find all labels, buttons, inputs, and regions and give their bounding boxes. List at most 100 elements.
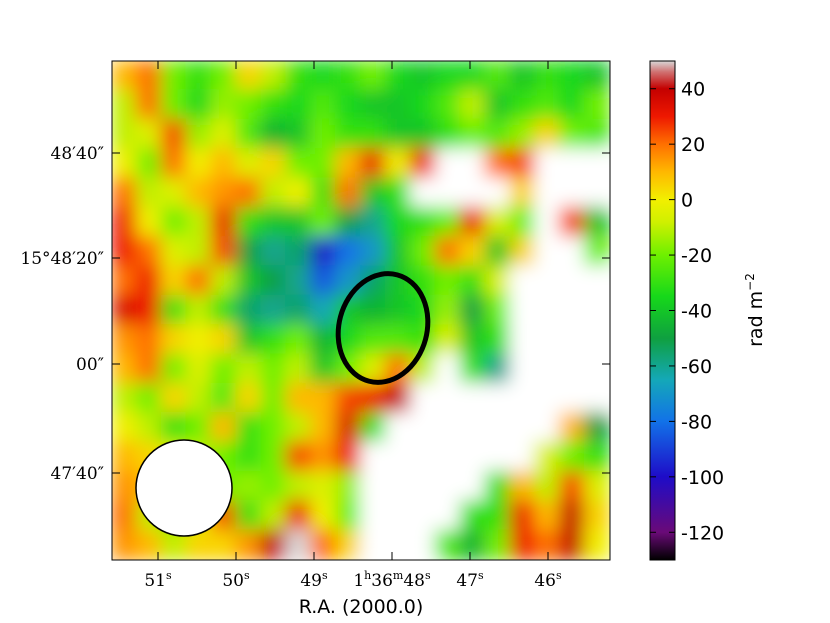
heatmap-cell	[384, 206, 412, 239]
x-tick-label: 50s	[222, 569, 250, 591]
heatmap-cell-blank	[534, 412, 562, 444]
heatmap-cell-blank	[534, 148, 562, 180]
heatmap-cell	[310, 294, 338, 327]
x-tick-label: 51s	[144, 569, 172, 591]
heatmap-cell	[235, 89, 263, 121]
heatmap-cell-blank	[409, 441, 437, 473]
heatmap-cell	[335, 89, 362, 121]
colorbar-tick-label: -80	[681, 411, 712, 433]
heatmap-cell	[112, 529, 138, 560]
heatmap-cell	[459, 206, 487, 239]
heatmap-cell	[409, 118, 437, 151]
source-ellipse	[335, 271, 431, 385]
heatmap-cell	[434, 61, 462, 92]
colorbar-tick-label: -100	[681, 467, 724, 489]
heatmap-cell	[185, 353, 213, 385]
colorbar: 40 20 0 -20 -40 -60 -80 -100 -120 rad m−2	[649, 60, 767, 561]
heatmap-cell	[559, 206, 587, 239]
heatmap-cell	[335, 500, 362, 532]
heatmap-cell	[310, 265, 338, 297]
heatmap-cell	[235, 441, 263, 473]
heatmap-cell-blank	[384, 412, 412, 444]
heatmap-cell	[484, 148, 512, 180]
heatmap-cell-blank	[559, 324, 587, 356]
heatmap-cell-blank	[484, 382, 512, 415]
heatmap-cell-blank	[534, 177, 562, 209]
heatmap-cell	[335, 206, 362, 239]
heatmap-cell	[235, 529, 263, 560]
heatmap-cell	[534, 441, 562, 473]
heatmap-cell	[135, 382, 163, 415]
heatmap-cell	[185, 324, 213, 356]
plot-frame	[111, 60, 611, 561]
heatmap-cell	[335, 177, 362, 209]
heatmap-cell-blank	[559, 177, 587, 209]
heatmap-cell-blank	[509, 353, 537, 385]
heatmap-cell	[484, 353, 512, 385]
heatmap-cell-blank	[584, 324, 610, 356]
heatmap-cell-blank	[509, 265, 537, 297]
heatmap-cell	[135, 353, 163, 385]
heatmap-cell	[260, 265, 288, 297]
heatmap-cell	[384, 148, 412, 180]
heatmap-cell-blank	[484, 441, 512, 473]
heatmap-cells	[112, 61, 610, 560]
heatmap-cell	[584, 470, 610, 503]
y-tick-label: 48′40″	[51, 144, 104, 164]
heatmap-cell	[135, 324, 163, 356]
heatmap-cell	[384, 177, 412, 209]
heatmap-cell	[509, 236, 537, 268]
heatmap-cell	[185, 265, 213, 297]
heatmap-cell	[559, 89, 587, 121]
colorbar-tick-label: -20	[681, 245, 712, 267]
heatmap-cell-blank	[459, 441, 487, 473]
heatmap-cell	[160, 148, 188, 180]
heatmap-cell	[210, 529, 238, 560]
heatmap-cell	[185, 294, 213, 327]
heatmap-cell	[459, 265, 487, 297]
heatmap-cell-blank	[409, 470, 437, 503]
heatmap-cell-blank	[384, 529, 412, 560]
heatmap-cell-blank	[459, 412, 487, 444]
heatmap-cell	[135, 206, 163, 239]
heatmap-cell	[112, 294, 138, 327]
heatmap-cell	[335, 412, 362, 444]
heatmap-cell	[185, 412, 213, 444]
heatmap-cell-blank	[534, 324, 562, 356]
heatmap-cell	[210, 236, 238, 268]
heatmap-cell	[210, 148, 238, 180]
y-tick-label: 47′40″	[51, 464, 104, 484]
heatmap-cell	[112, 236, 138, 268]
heatmap-cell	[484, 265, 512, 297]
heatmap-cell	[160, 236, 188, 268]
heatmap-cell	[260, 118, 288, 151]
heatmap-cell	[484, 470, 512, 503]
heatmap-cell-blank	[434, 441, 462, 473]
heatmap-cell	[260, 324, 288, 356]
x-tick-label: 49s	[300, 569, 328, 591]
heatmap-cell	[285, 353, 313, 385]
heatmap-cell	[210, 353, 238, 385]
heatmap-cell	[260, 441, 288, 473]
heatmap-cell	[310, 529, 338, 560]
heatmap-cell	[260, 206, 288, 239]
heatmap-cell	[584, 529, 610, 560]
heatmap-cell	[559, 500, 587, 532]
heatmap-cell-blank	[534, 382, 562, 415]
heatmap-cell	[559, 412, 587, 444]
heatmap-cell	[484, 118, 512, 151]
heatmap-cell	[509, 118, 537, 151]
x-tick-label: 47s	[456, 569, 484, 591]
heatmap-cell-blank	[409, 412, 437, 444]
heatmap-cell-blank	[534, 206, 562, 239]
heatmap-cell	[335, 265, 362, 297]
heatmap-cell	[210, 206, 238, 239]
heatmap-cell	[160, 89, 188, 121]
heatmap-cell-blank	[584, 382, 610, 415]
heatmap-cell-blank	[509, 324, 537, 356]
heatmap-cell	[335, 470, 362, 503]
heatmap-cell-blank	[559, 353, 587, 385]
heatmap-cell	[260, 529, 288, 560]
heatmap-cell	[459, 118, 487, 151]
heatmap-cell	[112, 118, 138, 151]
